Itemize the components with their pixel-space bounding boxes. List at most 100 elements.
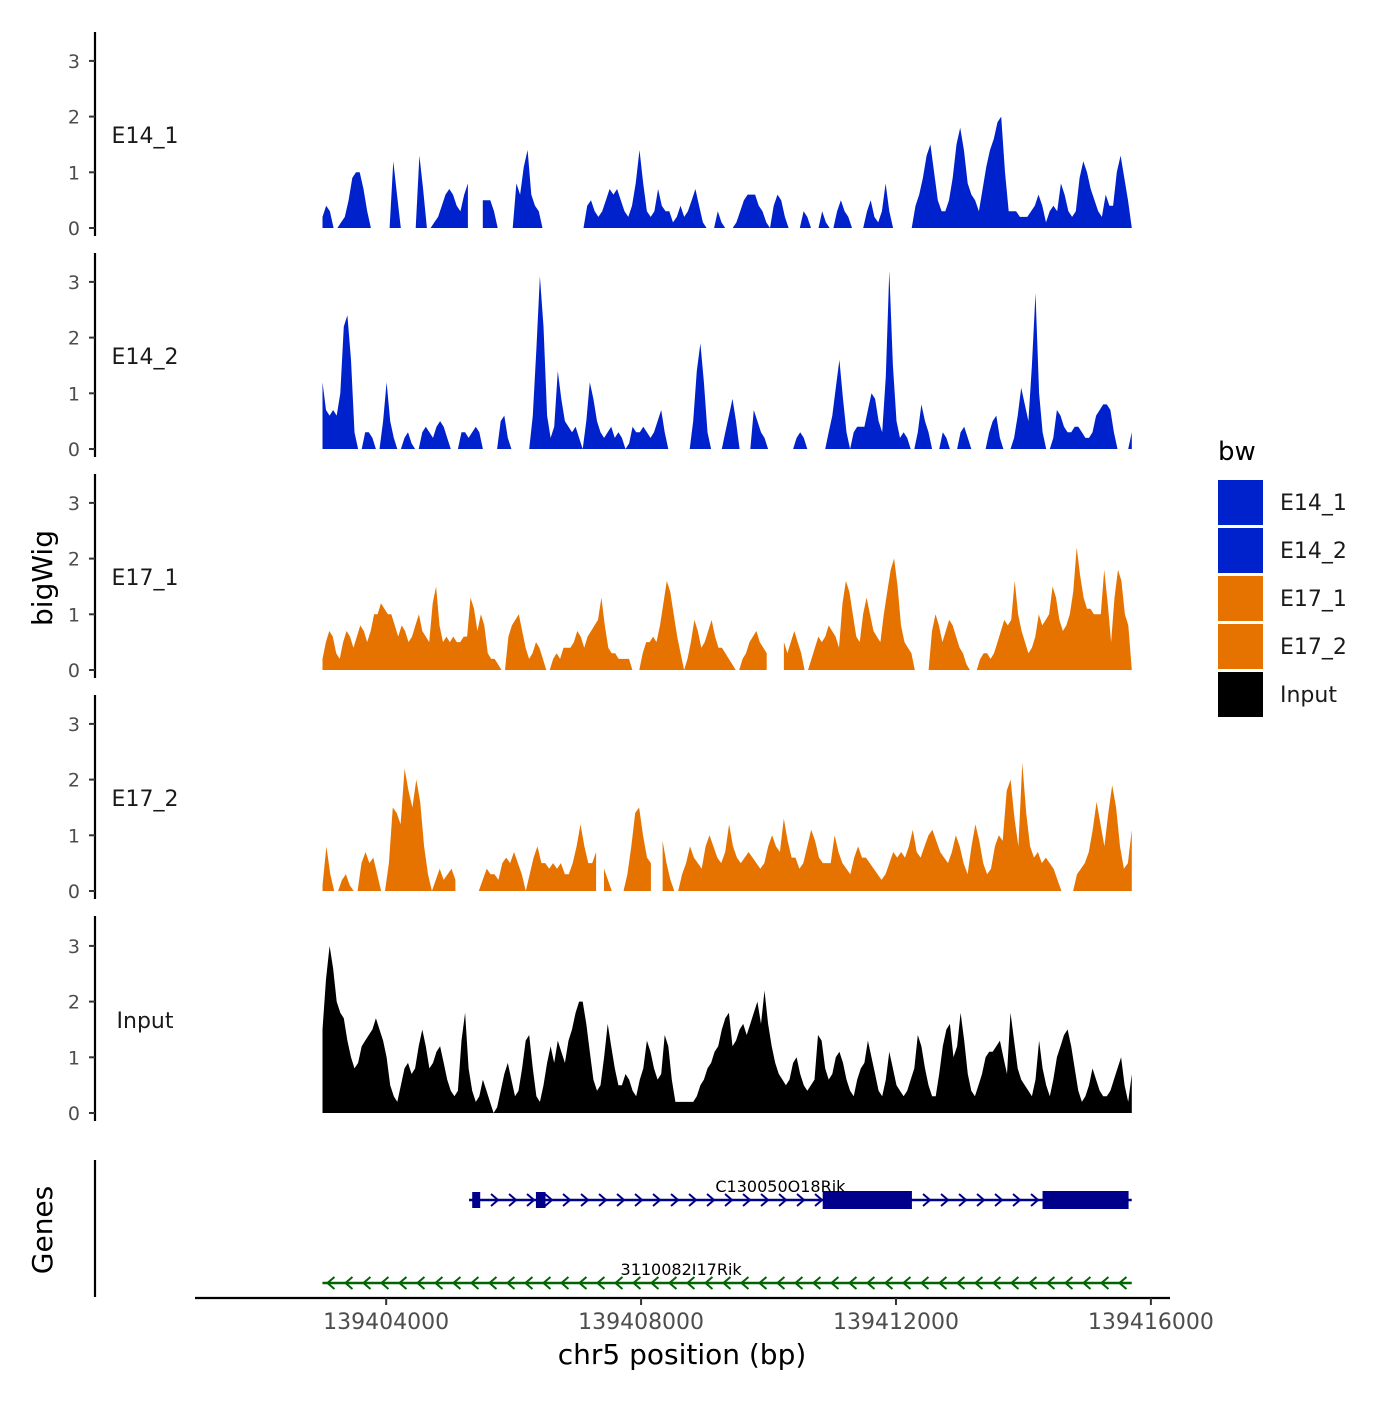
y-tick-label: 2: [68, 992, 80, 1014]
x-tick-label: 139408000: [578, 1310, 704, 1335]
y-tick-label: 1: [68, 1047, 80, 1069]
strand-chevron: [796, 1193, 806, 1207]
strand-chevron: [1063, 1276, 1074, 1290]
strand-chevron: [814, 1193, 824, 1207]
strand-chevron: [721, 1276, 732, 1290]
strand-chevron: [490, 1193, 500, 1207]
strand-chevron: [919, 1276, 930, 1290]
y-tick-label: 3: [68, 936, 80, 958]
strand-chevron: [688, 1193, 698, 1207]
strand-chevron: [670, 1193, 680, 1207]
y-axis-title: bigWig: [26, 530, 59, 626]
tracks-layer: 0 1 2 3 E14_1 0 1 2 3 E14_2 0 1 2 3 E17_1 0 1 2 3 E17_2 0 1 2 3…: [68, 32, 1132, 1125]
strand-chevron: [562, 1193, 572, 1207]
strand-chevron: [742, 1193, 752, 1207]
area-E14_1: [322, 116, 1132, 228]
y-tick-label: 0: [68, 218, 80, 240]
legend-label: E14_1: [1280, 491, 1347, 516]
strand-chevron: [793, 1276, 804, 1290]
legend-title: bw: [1218, 437, 1256, 467]
gene-3110082I17Rik: 3110082I17Rik: [322, 1260, 1132, 1290]
strand-chevron: [703, 1276, 714, 1290]
strand-chevron: [649, 1276, 660, 1290]
strand-chevron: [523, 1276, 534, 1290]
strand-chevron: [937, 1276, 948, 1290]
strand-chevron: [541, 1276, 552, 1290]
strand-chevron: [778, 1193, 788, 1207]
strand-chevron: [973, 1276, 984, 1290]
strand-chevron: [598, 1193, 608, 1207]
x-axis-title: chr5 position (bp): [558, 1338, 807, 1371]
track-label: E17_1: [112, 566, 179, 591]
track-label: E14_2: [112, 345, 179, 370]
strand-chevron: [580, 1193, 590, 1207]
strand-chevron: [451, 1276, 462, 1290]
strand-chevron: [361, 1276, 372, 1290]
exon: [822, 1191, 912, 1209]
legend: bw E14_1 E14_2 E17_1 E17_2 Input: [1218, 437, 1347, 717]
strand-chevron: [469, 1276, 480, 1290]
track-E14_2: 0 1 2 3 E14_2: [68, 253, 1132, 461]
strand-chevron: [991, 1276, 1002, 1290]
strand-chevron: [757, 1276, 768, 1290]
strand-chevron: [706, 1193, 716, 1207]
area-E17_2: [322, 762, 1132, 891]
strand-chevron: [724, 1193, 734, 1207]
legend-label: E14_2: [1280, 539, 1347, 564]
strand-chevron: [940, 1193, 950, 1207]
strand-chevron: [433, 1276, 444, 1290]
track-label: E17_2: [112, 787, 179, 812]
y-tick-label: 3: [68, 272, 80, 294]
strand-chevron: [922, 1193, 932, 1207]
exon: [472, 1192, 481, 1208]
y-tick-label: 1: [68, 825, 80, 847]
legend-label: E17_2: [1280, 635, 1347, 660]
legend-label: E17_1: [1280, 587, 1347, 612]
area-E14_2: [322, 270, 1132, 449]
y-tick-label: 0: [68, 1103, 80, 1125]
gene-label: 3110082I17Rik: [621, 1260, 743, 1279]
area-Input: [322, 945, 1132, 1113]
y-tick-label: 0: [68, 439, 80, 461]
legend-key-Input: [1218, 672, 1263, 717]
strand-chevron: [760, 1193, 770, 1207]
strand-chevron: [505, 1276, 516, 1290]
y-tick-label: 3: [68, 493, 80, 515]
strand-chevron: [487, 1276, 498, 1290]
gene-label: C130050O18Rik: [715, 1177, 846, 1196]
strand-chevron: [559, 1276, 570, 1290]
strand-chevron: [739, 1276, 750, 1290]
track-E17_1: 0 1 2 3 E17_1: [68, 474, 1132, 682]
track-E14_1: 0 1 2 3 E14_1: [68, 32, 1132, 240]
track-label: E14_1: [112, 124, 179, 149]
strand-chevron: [865, 1276, 876, 1290]
exon: [1042, 1191, 1129, 1209]
strand-chevron: [667, 1276, 678, 1290]
strand-chevron: [1081, 1276, 1092, 1290]
exon: [535, 1192, 546, 1208]
strand-chevron: [1099, 1276, 1110, 1290]
y-tick-label: 1: [68, 383, 80, 405]
x-tick-label: 139412000: [833, 1310, 959, 1335]
strand-chevron: [526, 1193, 536, 1207]
strand-chevron: [958, 1193, 968, 1207]
strand-chevron: [325, 1276, 336, 1290]
legend-key-E14_2: [1218, 528, 1263, 573]
strand-chevron: [397, 1276, 408, 1290]
legend-label: Input: [1280, 683, 1337, 708]
strand-chevron: [829, 1276, 840, 1290]
strand-chevron: [343, 1276, 354, 1290]
strand-chevron: [994, 1193, 1004, 1207]
y-tick-label: 2: [68, 107, 80, 129]
y-tick-label: 0: [68, 881, 80, 903]
y-tick-label: 2: [68, 549, 80, 571]
strand-chevron: [775, 1276, 786, 1290]
strand-chevron: [415, 1276, 426, 1290]
strand-chevron: [613, 1276, 624, 1290]
strand-chevron: [379, 1276, 390, 1290]
gene-C130050O18Rik: C130050O18Rik: [469, 1177, 1132, 1209]
x-tick-label: 139416000: [1088, 1310, 1214, 1335]
area-E17_1: [322, 547, 1132, 670]
